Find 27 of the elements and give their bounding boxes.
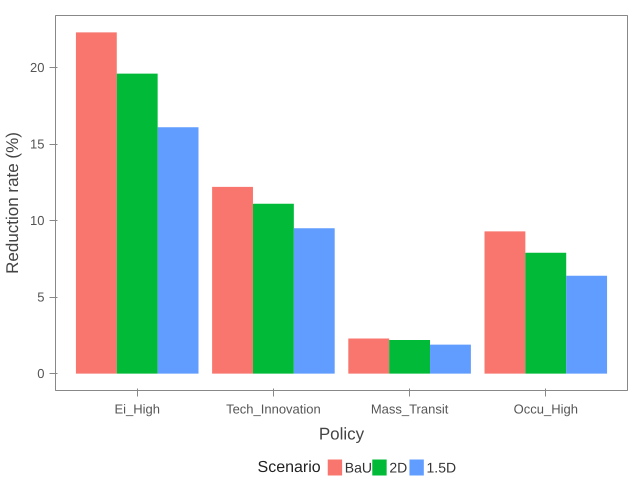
y-tick-label: 20 (30, 60, 45, 76)
bar (525, 252, 566, 374)
legend-label: 1.5D (426, 460, 456, 476)
bar (566, 276, 608, 374)
bar (116, 74, 158, 374)
x-tick-label: Tech_Innovation (226, 402, 321, 416)
bar (252, 204, 294, 374)
bar (158, 127, 198, 374)
legend-label: 2D (389, 460, 408, 476)
bar (484, 231, 526, 374)
x-tick-label: Ei_High (114, 402, 160, 416)
bar (76, 32, 117, 374)
bar (389, 340, 430, 374)
bar (294, 228, 335, 374)
y-tick-label: 0 (37, 366, 45, 382)
y-tick-label: 5 (37, 290, 45, 305)
x-tick-label: Mass_Transit (370, 402, 449, 416)
bar (212, 186, 253, 374)
x-axis-title: Policy (318, 424, 365, 444)
bar (348, 338, 390, 374)
y-axis-title: Reduction rate (%) (3, 132, 22, 274)
legend-title: Scenario (258, 459, 321, 476)
y-tick-label: 10 (30, 213, 45, 228)
y-tick-label: 15 (30, 136, 45, 152)
x-tick-label: Occu_High (514, 402, 578, 416)
legend-label: BaU (344, 460, 372, 476)
bar (430, 344, 471, 374)
